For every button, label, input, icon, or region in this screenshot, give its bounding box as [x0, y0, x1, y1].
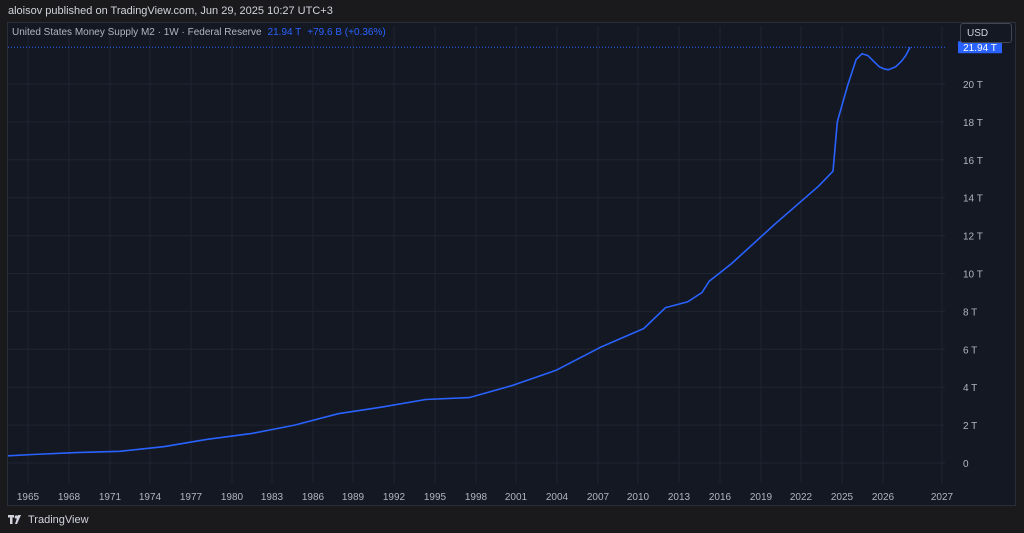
x-tick-label: 2027: [931, 492, 954, 503]
x-tick-label: 1983: [261, 492, 284, 503]
y-tick-label: 8 T: [963, 307, 977, 318]
footer[interactable]: TradingView: [8, 513, 89, 527]
x-tick-label: 2025: [831, 492, 854, 503]
x-tick-label: 2022: [790, 492, 813, 503]
x-tick-label: 2019: [750, 492, 773, 503]
x-tick-label: 2026: [872, 492, 895, 503]
header-bar: aloisov published on TradingView.com, Ju…: [0, 0, 1024, 22]
x-tick-label: 1968: [58, 492, 81, 503]
price-tag: [958, 41, 1002, 54]
x-tick-label: 1995: [424, 492, 447, 503]
tradingview-logo-icon: [8, 515, 21, 524]
legend-last-value: 21.94 T: [267, 27, 302, 38]
series-line-m2[interactable]: [7, 46, 911, 457]
y-tick-label: 4 T: [963, 383, 977, 394]
x-tick-label: 1971: [99, 492, 122, 503]
published-text: aloisov published on TradingView.com, Ju…: [8, 5, 333, 17]
x-tick-label: 2001: [505, 492, 528, 503]
price-tag-label: 21.94 T: [963, 43, 997, 54]
y-tick-label: 20 T: [963, 80, 983, 91]
x-tick-label: 2010: [627, 492, 650, 503]
y-tick-label: 0: [963, 459, 969, 470]
legend-symbol-text: United States Money Supply M2 · 1W · Fed…: [12, 27, 262, 38]
y-tick-label: 2 T: [963, 421, 977, 432]
y-tick-label: 14 T: [963, 194, 983, 205]
x-tick-label: 1974: [139, 492, 162, 503]
x-tick-label: 1977: [180, 492, 203, 503]
footer-brand: TradingView: [28, 514, 89, 526]
x-tick-label: 2016: [709, 492, 732, 503]
x-tick-label: 1986: [302, 492, 325, 503]
y-tick-label: 18 T: [963, 118, 983, 129]
x-tick-label: 2007: [587, 492, 610, 503]
x-tick-label: 1998: [465, 492, 488, 503]
y-tick-label: 16 T: [963, 156, 983, 167]
x-tick-label: 1989: [342, 492, 365, 503]
series-legend[interactable]: United States Money Supply M2 · 1W · Fed…: [12, 27, 386, 38]
legend-change: +79.6 B (+0.36%): [307, 27, 386, 38]
x-tick-label: 1992: [383, 492, 406, 503]
x-tick-label: 1980: [221, 492, 244, 503]
x-tick-label: 1965: [17, 492, 40, 503]
y-tick-label: 10 T: [963, 270, 983, 281]
x-tick-label: 2013: [668, 492, 691, 503]
currency-button[interactable]: USD: [960, 23, 1012, 43]
y-tick-label: 6 T: [963, 345, 977, 356]
y-tick-label: 12 T: [963, 232, 983, 243]
x-tick-label: 2004: [546, 492, 569, 503]
